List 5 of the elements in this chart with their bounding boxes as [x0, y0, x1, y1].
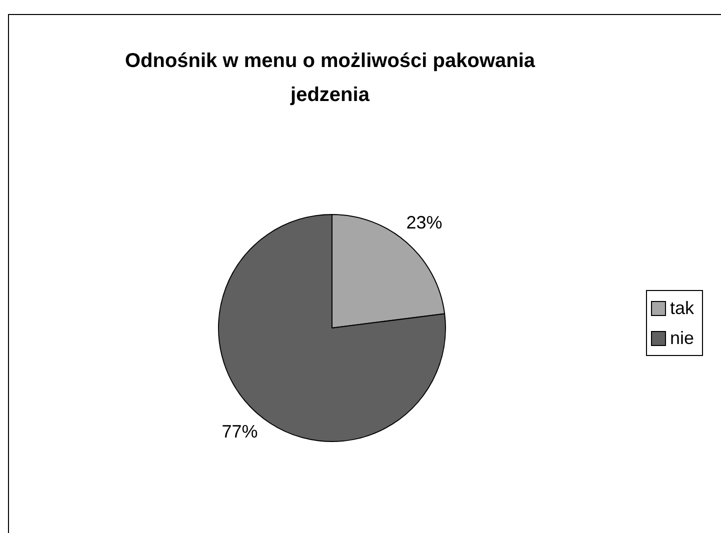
data-label: 77%	[222, 422, 258, 442]
legend-label: tak	[670, 298, 694, 318]
chart-title: Odnośnik w menu o możliwości pakowania jedzenia	[124, 49, 536, 108]
legend-label: nie	[670, 328, 694, 348]
data-label: 23%	[406, 212, 442, 232]
